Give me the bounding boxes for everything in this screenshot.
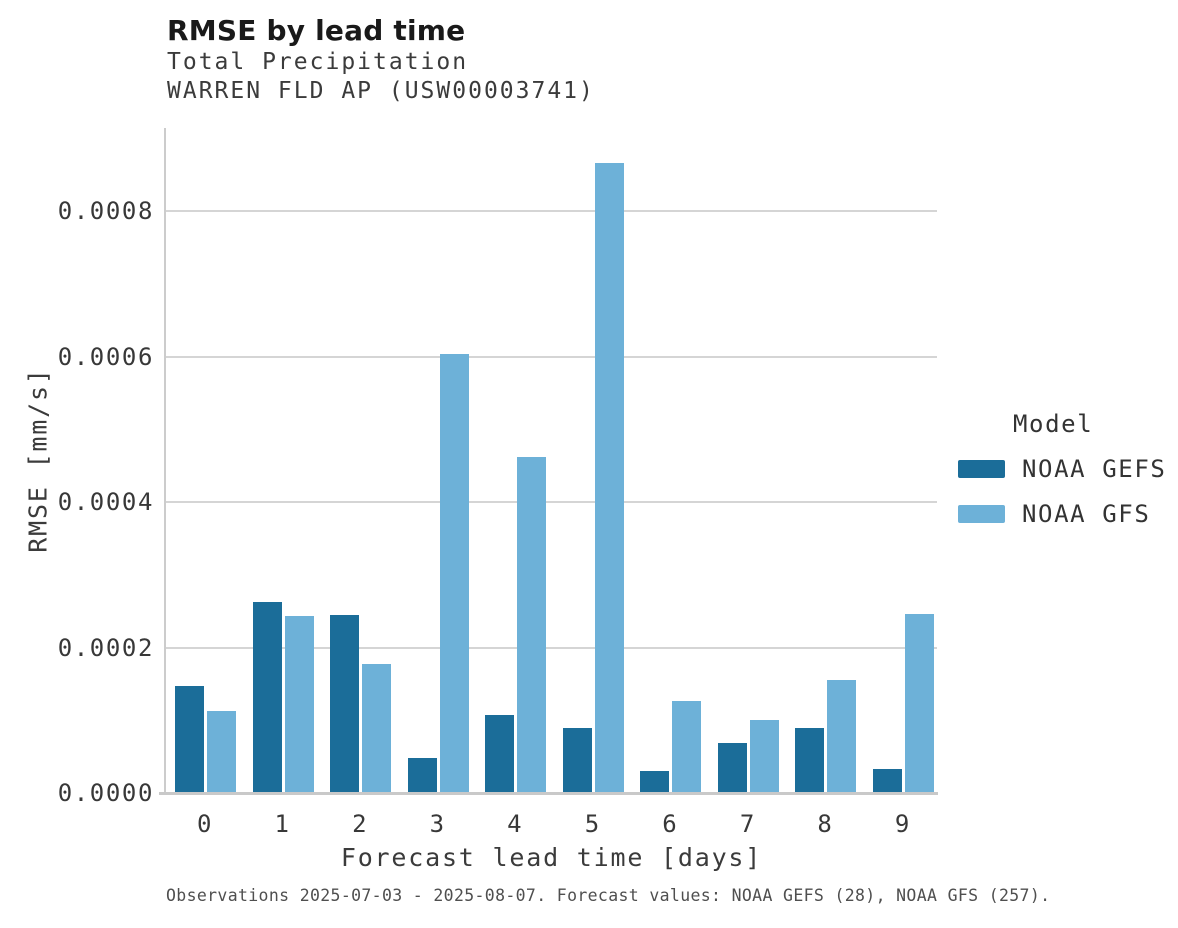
- x-tick-label-6: 6: [662, 810, 679, 838]
- bar-noaa-gfs-day-8: [827, 680, 857, 793]
- chart-title: RMSE by lead time: [167, 14, 466, 47]
- legend-label-noaa-gefs: NOAA GEFS: [1022, 455, 1167, 483]
- plot-area: Forecast lead time [days] 0.0000 0.0002 0.…: [58, 128, 938, 872]
- y-tick-label-0.0008: 0.0008: [57, 197, 154, 225]
- legend: Model NOAA GEFS NOAA GFS: [958, 410, 1166, 528]
- legend-label-noaa-gfs: NOAA GFS: [1022, 500, 1151, 528]
- title-block: RMSE by lead time Total Precipitation WA…: [167, 14, 595, 106]
- x-tick-label-5: 5: [584, 810, 601, 838]
- x-tick-label-4: 4: [507, 810, 524, 838]
- bar-noaa-gfs-day-9: [904, 614, 934, 793]
- bar-noaa-gfs-day-1: [284, 616, 314, 793]
- y-tick-label-0.0002: 0.0002: [57, 633, 154, 662]
- legend-title: Model: [1013, 410, 1094, 438]
- x-tick-label-2: 2: [352, 810, 369, 838]
- bar-noaa-gfs-day-5: [594, 163, 624, 793]
- bar-noaa-gefs-day-4: [485, 715, 515, 793]
- bar-noaa-gfs-day-0: [207, 711, 236, 793]
- legend-swatch-noaa-gefs: [958, 460, 1005, 478]
- y-tick-label-0.0000: 0.0000: [57, 779, 154, 807]
- x-tick-label-7: 7: [739, 810, 756, 838]
- x-tick-label-9: 9: [894, 810, 911, 838]
- legend-swatch-noaa-gfs: [958, 505, 1005, 523]
- bar-noaa-gefs-day-1: [252, 602, 282, 793]
- bar-noaa-gefs-day-9: [872, 769, 902, 793]
- y-axis-spine: [164, 128, 166, 795]
- x-axis-baseline: [159, 792, 938, 795]
- bar-noaa-gefs-day-5: [562, 728, 592, 793]
- gridline-y-0.0002: [166, 646, 937, 649]
- bar-noaa-gefs-day-3: [407, 758, 437, 793]
- x-tick-label-8: 8: [817, 810, 834, 838]
- x-tick-label-1: 1: [274, 810, 291, 838]
- bar-noaa-gefs-day-6: [640, 771, 670, 793]
- bar-noaa-gfs-day-3: [439, 354, 469, 793]
- legend-item-noaa-gfs: NOAA GFS: [958, 500, 1166, 528]
- bar-noaa-gfs-day-4: [517, 457, 547, 793]
- gridline-y-0.0008: [166, 210, 937, 212]
- y-tick-label-0.0004: 0.0004: [57, 488, 154, 516]
- y-tick-label-0.0006: 0.0006: [57, 342, 154, 371]
- x-tick-label-0: 0: [196, 810, 214, 838]
- gridline-y-0.0006: [166, 355, 937, 358]
- chart-subtitle-station: WARREN FLD AP (USW00003741): [167, 78, 595, 104]
- bar-noaa-gfs-day-6: [672, 701, 702, 793]
- x-tick-label-3: 3: [429, 810, 446, 838]
- bar-noaa-gefs-day-7: [717, 743, 747, 793]
- footnote: Observations 2025-07-03 - 2025-08-07. Fo…: [166, 886, 1051, 905]
- bar-noaa-gefs-day-0: [175, 686, 204, 793]
- y-axis-title: RMSE [mm/s]: [23, 367, 53, 553]
- bar-noaa-gfs-day-2: [362, 664, 392, 793]
- chart-subtitle-variable: Total Precipitation: [167, 49, 469, 75]
- bar-noaa-gfs-day-7: [749, 720, 779, 793]
- x-axis-title: Forecast lead time [days]: [340, 843, 763, 872]
- legend-item-noaa-gefs: NOAA GEFS: [958, 455, 1166, 483]
- bar-noaa-gefs-day-8: [795, 728, 825, 793]
- bar-noaa-gefs-day-2: [330, 615, 360, 793]
- gridline-y-0.0004: [166, 501, 937, 503]
